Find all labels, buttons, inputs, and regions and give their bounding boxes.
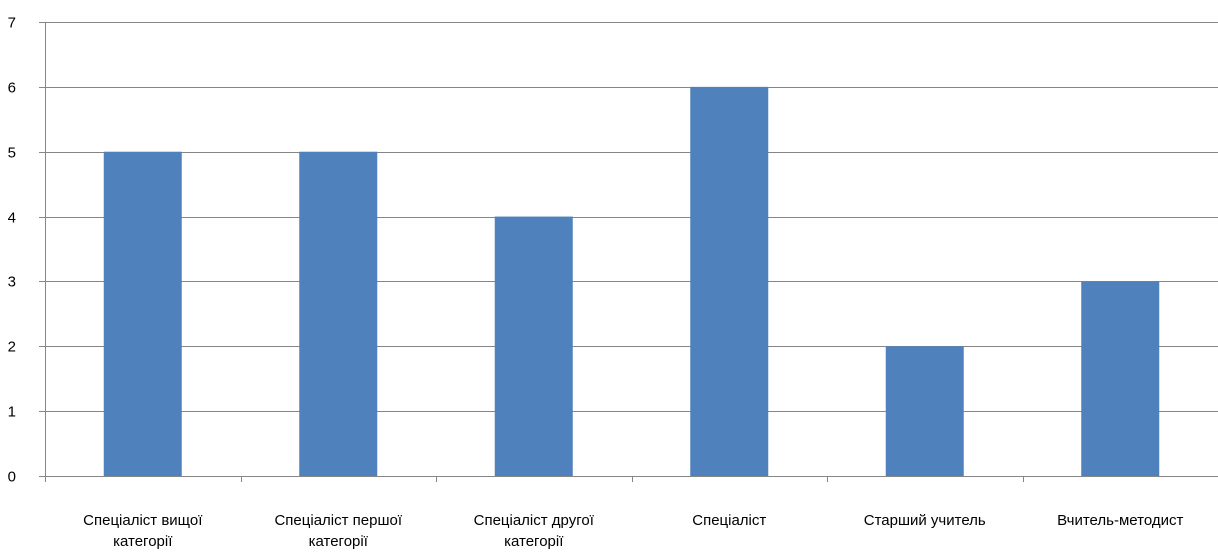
y-tick-label: 0: [8, 469, 16, 486]
bar: [299, 151, 378, 476]
bar: [690, 86, 769, 476]
x-tick-label: категорії: [504, 533, 564, 550]
x-tick-label: категорії: [309, 533, 369, 550]
x-tick-label: Старший учитель: [864, 512, 986, 529]
bars: [103, 86, 1160, 477]
gridlines: [45, 22, 1218, 412]
y-tick-labels: 0 1 2 3 4 5 6 7: [8, 15, 16, 486]
y-tick-label: 5: [8, 145, 16, 162]
bar: [103, 151, 182, 476]
bar: [1081, 281, 1160, 476]
x-tick-label: Спеціаліст другої: [474, 512, 595, 529]
bar: [494, 216, 573, 477]
x-tick-label: Вчитель-методист: [1057, 512, 1183, 529]
bar: [885, 346, 964, 476]
y-tick-label: 1: [8, 404, 16, 421]
y-tick-label: 3: [8, 274, 16, 291]
y-tick-label: 2: [8, 339, 16, 356]
axes: [39, 22, 1218, 482]
x-tick-label: категорії: [113, 533, 173, 550]
y-tick-label: 6: [8, 80, 16, 97]
y-tick-label: 4: [8, 210, 16, 227]
x-tick-label: Спеціаліст першої: [274, 512, 402, 529]
x-tick-labels: Спеціаліст вищої категорії Спеціаліст перш…: [83, 512, 1183, 550]
x-tick-label: Спеціаліст: [692, 512, 766, 529]
y-tick-label: 7: [8, 15, 16, 32]
x-tick-label: Спеціаліст вищої: [83, 512, 203, 529]
